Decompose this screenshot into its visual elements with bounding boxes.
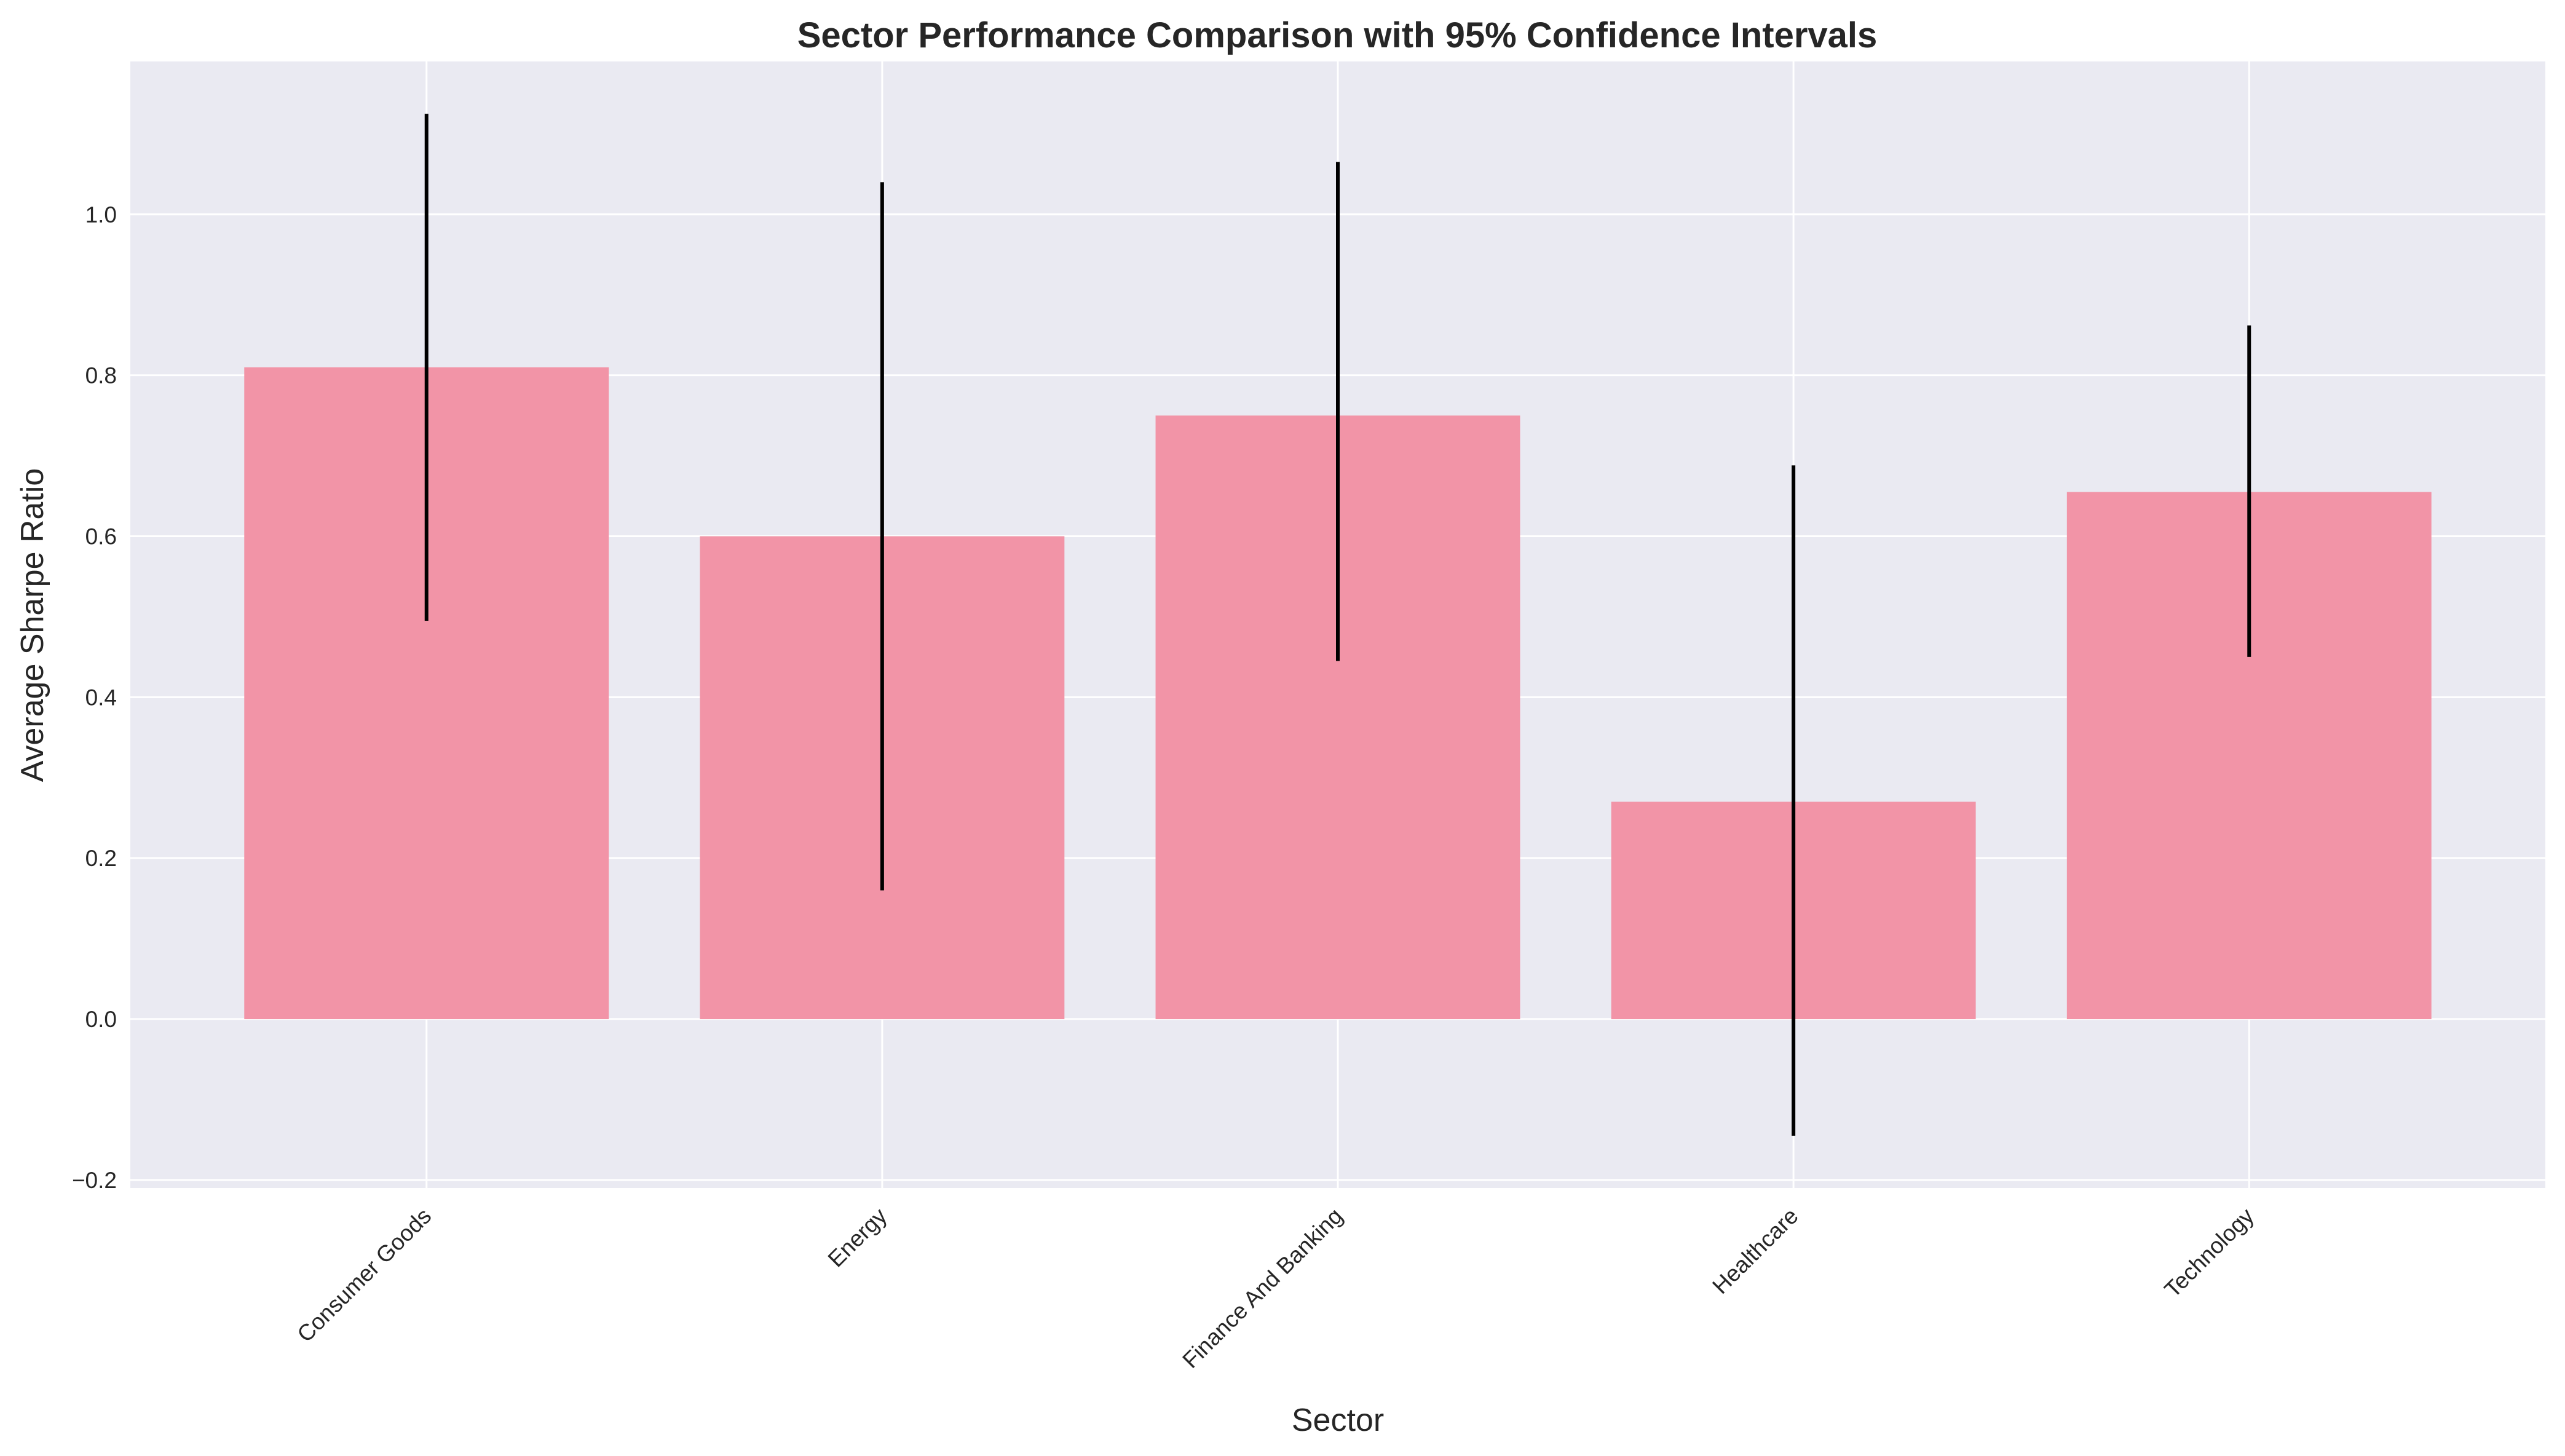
- y-tick-label: 0.6: [85, 524, 117, 549]
- y-tick-label: 0.0: [85, 1007, 117, 1032]
- y-tick-label: 0.2: [85, 846, 117, 871]
- y-tick-label: 1.0: [85, 202, 117, 227]
- y-axis-ticks: −0.2 0.0 0.2 0.4 0.6 0.8 1.0: [72, 202, 117, 1193]
- chart-title: Sector Performance Comparison with 95% C…: [797, 15, 1878, 55]
- y-tick-label: 0.4: [85, 685, 117, 710]
- y-tick-label: −0.2: [72, 1168, 117, 1193]
- y-axis-label: Average Sharpe Ratio: [15, 468, 50, 782]
- x-axis-label: Sector: [1292, 1403, 1384, 1438]
- y-tick-label: 0.8: [85, 363, 117, 388]
- error-bars: [424, 114, 2251, 1136]
